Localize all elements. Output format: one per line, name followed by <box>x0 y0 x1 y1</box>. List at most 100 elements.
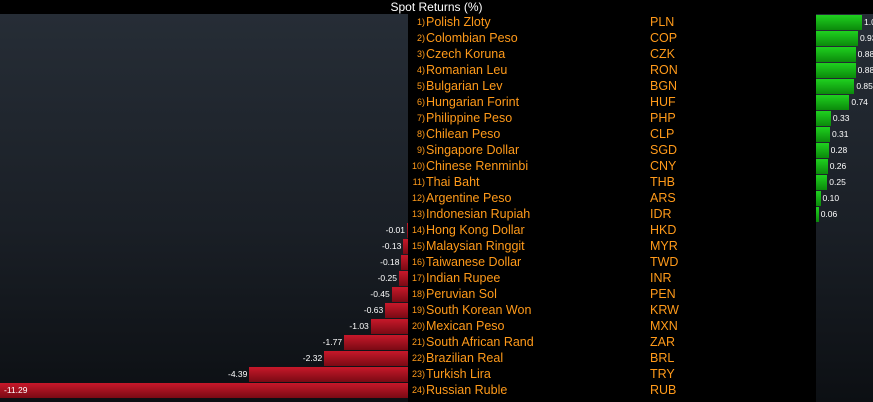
currency-code: HUF <box>650 95 676 109</box>
currency-code: INR <box>650 271 672 285</box>
currency-code: CZK <box>650 47 675 61</box>
value-label: -1.77 <box>322 337 343 347</box>
positive-bar <box>816 95 850 110</box>
currency-code: SGD <box>650 143 678 157</box>
row-rank: 23) <box>411 369 425 379</box>
row-rank: 12) <box>411 193 425 203</box>
negative-bars-panel <box>0 14 408 402</box>
currency-name: Taiwanese Dollar <box>426 255 522 269</box>
value-label: 0.28 <box>830 145 848 155</box>
currency-name: Malaysian Ringgit <box>426 239 525 253</box>
currency-name: Indonesian Rupiah <box>426 207 531 221</box>
positive-bar <box>816 175 828 190</box>
row-rank: 22) <box>411 353 425 363</box>
currency-name: Hungarian Forint <box>426 95 520 109</box>
negative-bar <box>0 383 408 398</box>
negative-bar <box>370 319 408 334</box>
value-label: 0.33 <box>832 113 850 123</box>
row-rank: 21) <box>411 337 425 347</box>
row-rank: 5) <box>416 81 425 91</box>
row-rank: 13) <box>411 209 425 219</box>
currency-name: Polish Zloty <box>426 15 491 29</box>
currency-code: CNY <box>650 159 677 173</box>
currency-code: COP <box>650 31 678 45</box>
row-rank: 17) <box>411 273 425 283</box>
currency-code: KRW <box>650 303 679 317</box>
positive-bar <box>816 47 856 62</box>
row-rank: 6) <box>416 97 425 107</box>
row-rank: 16) <box>411 257 425 267</box>
currency-code: BRL <box>650 351 675 365</box>
currency-name: Turkish Lira <box>426 367 491 381</box>
positive-bar <box>816 127 830 142</box>
row-rank: 15) <box>411 241 425 251</box>
currency-name: Peruvian Sol <box>426 287 497 301</box>
positive-bar <box>816 15 862 30</box>
currency-name: Colombian Peso <box>426 31 518 45</box>
negative-bar <box>391 287 408 302</box>
row-rank: 9) <box>416 145 425 155</box>
negative-bar <box>403 239 408 254</box>
value-label: 0.06 <box>820 209 838 219</box>
positive-bars-panel <box>816 14 873 402</box>
row-rank: 11) <box>412 177 425 187</box>
row-rank: 7) <box>416 113 425 123</box>
value-label: 0.26 <box>829 161 847 171</box>
currency-code: THB <box>650 175 675 189</box>
positive-bar <box>816 207 819 222</box>
row-rank: 14) <box>411 225 425 235</box>
currency-name: Indian Rupee <box>426 271 501 285</box>
currency-code: RUB <box>650 383 677 397</box>
currency-name: Chinese Renminbi <box>426 159 529 173</box>
value-label: -2.32 <box>302 353 323 363</box>
currency-name: Hong Kong Dollar <box>426 223 525 237</box>
negative-bar <box>401 255 408 270</box>
row-rank: 20) <box>411 321 425 331</box>
currency-code: BGN <box>650 79 678 93</box>
row-rank: 19) <box>411 305 425 315</box>
currency-code: TWD <box>650 255 679 269</box>
currency-name: Singapore Dollar <box>426 143 520 157</box>
row-rank: 4) <box>416 65 425 75</box>
currency-code: IDR <box>650 207 672 221</box>
value-label: 0.88 <box>857 49 873 59</box>
value-label: -0.13 <box>381 241 402 251</box>
currency-name: Mexican Peso <box>426 319 505 333</box>
row-rank: 24) <box>411 385 425 395</box>
currency-code: PHP <box>650 111 676 125</box>
currency-name: Bulgarian Lev <box>426 79 503 93</box>
currency-name: Chilean Peso <box>426 127 501 141</box>
positive-bar <box>816 191 821 206</box>
currency-code: TRY <box>650 367 675 381</box>
value-label: -11.29 <box>4 385 28 395</box>
row-rank: 8) <box>416 129 425 139</box>
negative-bar <box>407 223 408 238</box>
value-label: -0.45 <box>370 289 390 299</box>
value-label: 1.02 <box>864 17 873 27</box>
currency-name: South African Rand <box>426 335 534 349</box>
currency-name: Russian Ruble <box>426 383 508 397</box>
currency-code: PEN <box>650 287 676 301</box>
negative-bar <box>249 367 408 382</box>
currency-code: MYR <box>650 239 678 253</box>
value-label: 0.74 <box>851 97 868 107</box>
positive-bar <box>816 63 856 78</box>
currency-code: ZAR <box>650 335 675 349</box>
positive-bar <box>816 79 855 94</box>
currency-name: South Korean Won <box>426 303 532 317</box>
positive-bar <box>816 31 858 46</box>
row-rank: 10) <box>411 161 425 171</box>
value-label: -0.63 <box>363 305 384 315</box>
value-label: 0.25 <box>829 177 846 187</box>
value-label: -0.01 <box>385 225 405 235</box>
value-label: 0.88 <box>857 65 873 75</box>
value-label: -0.18 <box>380 257 400 267</box>
chart-title: Spot Returns (%) <box>390 0 483 14</box>
value-label: -4.39 <box>227 369 248 379</box>
positive-bar <box>816 159 828 174</box>
currency-name: Czech Koruna <box>426 47 506 61</box>
value-label: 0.31 <box>831 129 849 139</box>
negative-bar <box>324 351 408 366</box>
positive-bar <box>816 111 831 126</box>
currency-code: RON <box>650 63 678 77</box>
